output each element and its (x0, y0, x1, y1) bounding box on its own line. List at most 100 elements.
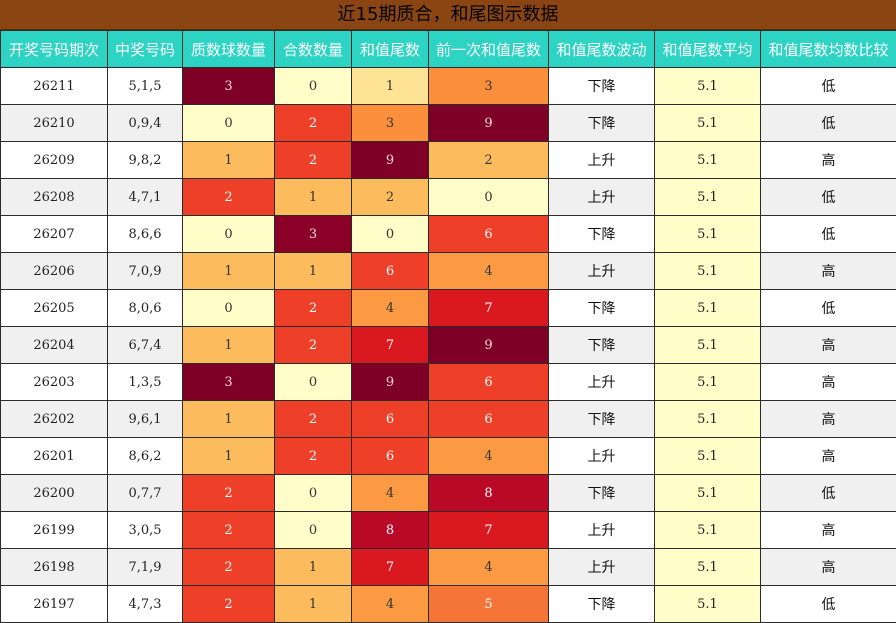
tail-average-cell: 5.1 (655, 586, 761, 623)
average-compare-cell: 低 (761, 586, 896, 623)
prev-sum-tail-cell: 0 (429, 179, 549, 216)
prime-count-cell: 0 (183, 216, 275, 253)
prev-sum-tail-cell: 9 (429, 327, 549, 364)
col-header-tail-average: 和值尾数平均 (655, 31, 761, 68)
numbers-cell: 8,6,2 (108, 438, 183, 475)
col-header-composite-count: 合数数量 (275, 31, 352, 68)
period-cell: 26199 (1, 512, 108, 549)
tail-average-cell: 5.1 (655, 290, 761, 327)
average-compare-cell: 高 (761, 401, 896, 438)
sum-tail-cell: 6 (352, 438, 429, 475)
prime-count-cell: 1 (183, 401, 275, 438)
period-cell: 26209 (1, 142, 108, 179)
header-row: 开奖号码期次 中奖号码 质数球数量 合数数量 和值尾数 前一次和值尾数 和值尾数… (1, 31, 896, 68)
sum-tail-cell: 2 (352, 179, 429, 216)
numbers-cell: 7,0,9 (108, 253, 183, 290)
numbers-cell: 1,3,5 (108, 364, 183, 401)
prev-sum-tail-cell: 7 (429, 512, 549, 549)
prime-count-cell: 1 (183, 253, 275, 290)
sum-tail-cell: 4 (352, 586, 429, 623)
col-header-prev-sum-tail: 前一次和值尾数 (429, 31, 549, 68)
tail-trend-cell: 下降 (549, 68, 655, 105)
numbers-cell: 8,0,6 (108, 290, 183, 327)
sum-tail-cell: 3 (352, 105, 429, 142)
tail-trend-cell: 下降 (549, 290, 655, 327)
average-compare-cell: 高 (761, 438, 896, 475)
composite-count-cell: 1 (275, 179, 352, 216)
tail-trend-cell: 上升 (549, 179, 655, 216)
numbers-cell: 4,7,1 (108, 179, 183, 216)
col-header-numbers: 中奖号码 (108, 31, 183, 68)
average-compare-cell: 低 (761, 105, 896, 142)
period-cell: 26204 (1, 327, 108, 364)
prev-sum-tail-cell: 6 (429, 216, 549, 253)
prime-count-cell: 2 (183, 179, 275, 216)
prime-count-cell: 0 (183, 290, 275, 327)
period-cell: 26203 (1, 364, 108, 401)
sum-tail-cell: 1 (352, 68, 429, 105)
col-header-average-compare: 和值尾数均数比较 (761, 31, 896, 68)
period-cell: 26207 (1, 216, 108, 253)
sum-tail-cell: 4 (352, 475, 429, 512)
average-compare-cell: 高 (761, 549, 896, 586)
numbers-cell: 0,9,4 (108, 105, 183, 142)
numbers-cell: 9,6,1 (108, 401, 183, 438)
numbers-cell: 0,7,7 (108, 475, 183, 512)
sum-tail-cell: 4 (352, 290, 429, 327)
prev-sum-tail-cell: 6 (429, 364, 549, 401)
prime-count-cell: 3 (183, 364, 275, 401)
prev-sum-tail-cell: 7 (429, 290, 549, 327)
composite-count-cell: 1 (275, 586, 352, 623)
tail-average-cell: 5.1 (655, 216, 761, 253)
tail-average-cell: 5.1 (655, 68, 761, 105)
tail-trend-cell: 上升 (549, 438, 655, 475)
tail-trend-cell: 下降 (549, 327, 655, 364)
tail-trend-cell: 上升 (549, 549, 655, 586)
prime-count-cell: 0 (183, 105, 275, 142)
average-compare-cell: 低 (761, 216, 896, 253)
sum-tail-cell: 6 (352, 401, 429, 438)
col-header-sum-tail: 和值尾数 (352, 31, 429, 68)
average-compare-cell: 高 (761, 253, 896, 290)
prev-sum-tail-cell: 4 (429, 438, 549, 475)
tail-average-cell: 5.1 (655, 179, 761, 216)
prime-count-cell: 2 (183, 512, 275, 549)
composite-count-cell: 0 (275, 475, 352, 512)
numbers-cell: 9,8,2 (108, 142, 183, 179)
page-title: 近15期质合，和尾图示数据 (0, 0, 896, 30)
prev-sum-tail-cell: 8 (429, 475, 549, 512)
sum-tail-cell: 7 (352, 549, 429, 586)
prime-count-cell: 2 (183, 586, 275, 623)
sum-tail-cell: 9 (352, 142, 429, 179)
average-compare-cell: 低 (761, 68, 896, 105)
period-cell: 26201 (1, 438, 108, 475)
composite-count-cell: 2 (275, 401, 352, 438)
period-cell: 26210 (1, 105, 108, 142)
composite-count-cell: 1 (275, 253, 352, 290)
numbers-cell: 5,1,5 (108, 68, 183, 105)
numbers-cell: 4,7,3 (108, 586, 183, 623)
tail-trend-cell: 下降 (549, 401, 655, 438)
composite-count-cell: 1 (275, 549, 352, 586)
tail-average-cell: 5.1 (655, 364, 761, 401)
composite-count-cell: 0 (275, 68, 352, 105)
period-cell: 26202 (1, 401, 108, 438)
period-cell: 26206 (1, 253, 108, 290)
tail-average-cell: 5.1 (655, 512, 761, 549)
composite-count-cell: 0 (275, 364, 352, 401)
tail-trend-cell: 下降 (549, 475, 655, 512)
tail-trend-cell: 下降 (549, 586, 655, 623)
prev-sum-tail-cell: 3 (429, 68, 549, 105)
